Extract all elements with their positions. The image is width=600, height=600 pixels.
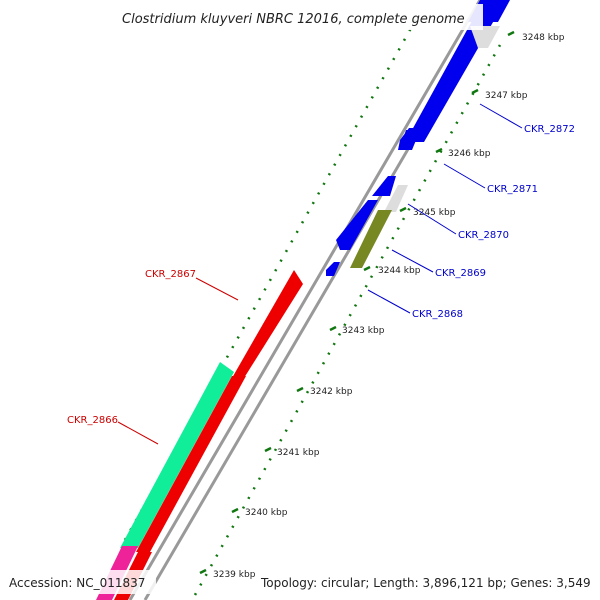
major-tick-2: [264, 446, 272, 453]
major-tick-4: [329, 325, 337, 332]
backbone-line-outer: [128, 0, 482, 600]
leader-ckr-2872: [479, 103, 523, 129]
gene-ckr-2868[interactable]: [326, 262, 340, 276]
leader-ckr-2870: [407, 203, 457, 235]
genome-summary-text: Topology: circular; Length: 3,896,121 bp…: [260, 576, 591, 590]
title-block: Clostridium kluyveri NBRC 12016, complet…: [115, 4, 483, 30]
tick-label-3247: 3247 kbp: [485, 91, 528, 101]
major-tick-8: [471, 88, 479, 95]
major-tick-6: [399, 206, 407, 213]
major-tick-1: [231, 507, 239, 514]
leader-ckr-2866: [117, 421, 159, 445]
tick-label-3243: 3243 kbp: [342, 326, 385, 336]
gene-top-light[interactable]: [470, 26, 500, 48]
tick-label-3244: 3244 kbp: [378, 266, 421, 276]
tick-label-3239: 3239 kbp: [213, 570, 256, 580]
footer: Accession: NC_011837 Topology: circular;…: [4, 570, 596, 594]
reverse-strand-genes: [96, 270, 303, 600]
major-tick-9: [507, 30, 515, 37]
tick-label-3242: 3242 kbp: [310, 387, 353, 397]
tick-label-3248: 3248 kbp: [522, 33, 565, 43]
forward-strand-genes: [326, 0, 510, 276]
footer-summary-background: [256, 570, 596, 594]
leader-ckr-2867: [195, 277, 239, 301]
gene-ckr-2866[interactable]: [120, 362, 234, 548]
leader-ckr-2871: [443, 163, 486, 189]
label-ckr-2867[interactable]: CKR_2867: [145, 269, 196, 280]
title-background: [115, 4, 483, 30]
forward-gene-labels: CKR_2872 CKR_2871 CKR_2870 CKR_2869 CKR_…: [367, 103, 575, 320]
label-ckr-2871[interactable]: CKR_2871: [487, 184, 538, 195]
label-ckr-2866[interactable]: CKR_2866: [67, 415, 118, 426]
gene-ckr-2870-light[interactable]: [384, 185, 408, 212]
inner-dotted-guide: [193, 44, 502, 596]
label-ckr-2868[interactable]: CKR_2868: [412, 309, 463, 320]
scale-tick-marks: [199, 30, 515, 575]
gene-ckr-2870[interactable]: [336, 200, 378, 250]
gene-ckr-2872-head[interactable]: [398, 128, 421, 150]
label-ckr-2870[interactable]: CKR_2870: [458, 230, 509, 241]
gene-ckr-2871[interactable]: [372, 176, 396, 196]
page-title: Clostridium kluyveri NBRC 12016, complet…: [122, 12, 465, 27]
major-tick-3: [296, 386, 304, 393]
footer-accession-background: [4, 570, 156, 594]
major-tick-0: [199, 568, 207, 575]
leader-ckr-2869: [391, 249, 434, 273]
major-tick-7: [435, 147, 443, 154]
tick-label-3240: 3240 kbp: [245, 508, 288, 518]
gene-ckr-2867[interactable]: [232, 270, 303, 378]
gene-red-lower[interactable]: [136, 376, 246, 552]
label-ckr-2872[interactable]: CKR_2872: [524, 124, 575, 135]
leader-ckr-2868: [367, 289, 411, 314]
accession-text: Accession: NC_011837: [9, 576, 145, 590]
tick-label-3241: 3241 kbp: [277, 448, 320, 458]
gene-ckr-2872[interactable]: [402, 10, 500, 142]
major-tick-5: [363, 265, 371, 272]
label-ckr-2869[interactable]: CKR_2869: [435, 268, 486, 279]
gene-ckr-2869[interactable]: [350, 210, 392, 268]
scale-labels: 3239 kbp 3240 kbp 3241 kbp 3242 kbp 3243…: [213, 33, 565, 580]
tick-label-3245: 3245 kbp: [413, 208, 456, 218]
tick-label-3246: 3246 kbp: [448, 149, 491, 159]
reverse-gene-labels: CKR_2867 CKR_2866: [67, 269, 239, 445]
